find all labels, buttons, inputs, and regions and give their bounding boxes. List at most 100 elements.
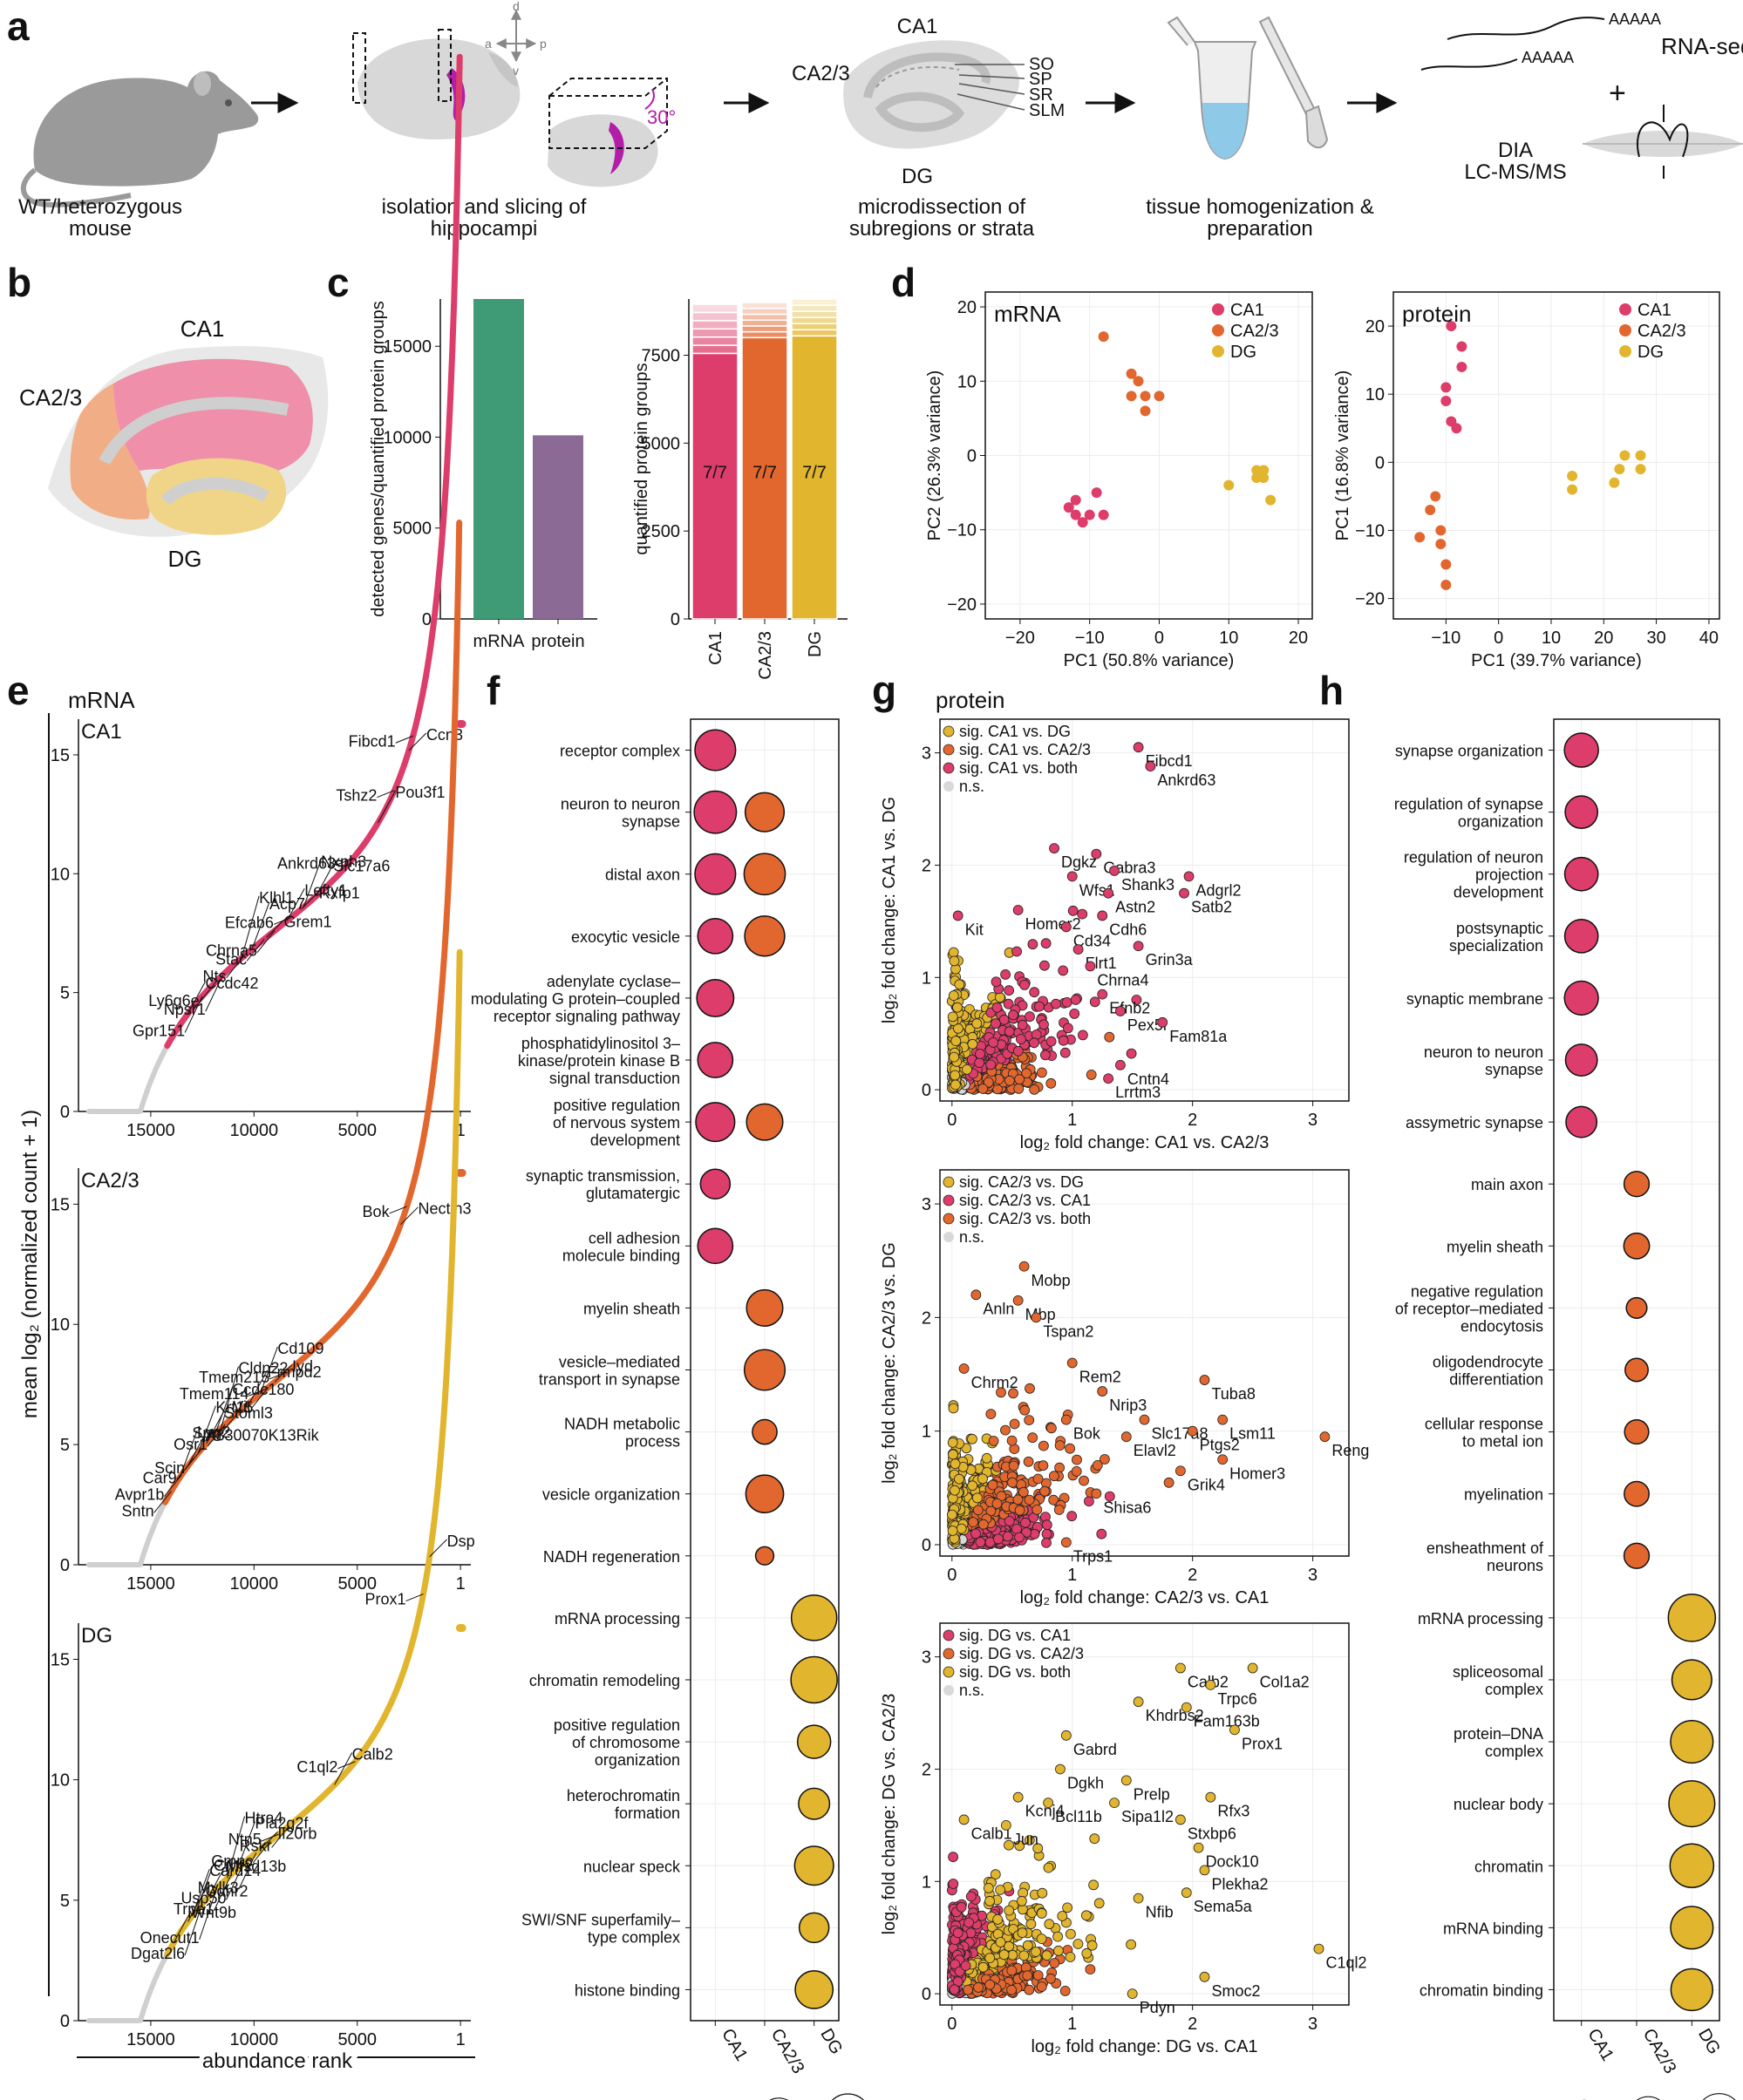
- point: [984, 1953, 996, 1964]
- term-label: receptor signaling pathway: [494, 1008, 680, 1025]
- legend-swatch: [1619, 303, 1631, 316]
- point: [1088, 1879, 1099, 1891]
- point: [1012, 1494, 1024, 1505]
- term-label: regulation of neuron: [1404, 849, 1543, 867]
- point-DG: [1609, 477, 1620, 488]
- point: [965, 1891, 977, 1902]
- size-legend-circle: [831, 2093, 865, 2100]
- labeled-point: [1091, 848, 1102, 860]
- point: [1024, 1494, 1035, 1505]
- label-leader: [206, 1410, 225, 1444]
- protein-label: Gabrd: [1073, 1741, 1117, 1758]
- point: [947, 1011, 958, 1023]
- bubble-CA2/3: [1623, 1232, 1651, 1260]
- point: [1017, 1895, 1027, 1906]
- region-label-ca23: CA2/3: [19, 384, 82, 411]
- labeled-point: [1199, 1375, 1210, 1385]
- labeled-point: [1199, 1865, 1210, 1876]
- bubble-CA2/3: [746, 1288, 784, 1327]
- labeled-point: [1174, 1814, 1186, 1825]
- point: [1016, 1034, 1026, 1044]
- protein-label: Grik4: [1188, 1476, 1225, 1493]
- label-leader: [197, 1405, 216, 1453]
- label-leader: [261, 1833, 279, 1842]
- plot-frame: [1392, 291, 1720, 620]
- y-tick-label: −20: [947, 595, 977, 615]
- term-label: postsynaptic: [1456, 920, 1543, 937]
- point: [991, 1002, 1003, 1013]
- point: [1008, 1460, 1019, 1471]
- polya-1: AAAAA: [1609, 10, 1661, 28]
- labeled-point: [1174, 1465, 1186, 1477]
- point: [1086, 1070, 1097, 1080]
- gene-label: Frmpd2: [268, 1363, 322, 1381]
- term-label: mRNA binding: [1443, 1920, 1543, 1937]
- bar-label: 7/7: [802, 464, 827, 483]
- point: [1004, 1516, 1015, 1526]
- gene-label: Osr1: [174, 1436, 208, 1453]
- x-tick-label: 10000: [230, 1121, 279, 1140]
- point: [970, 1528, 981, 1539]
- labeled-point: [970, 1289, 982, 1301]
- point: [992, 1913, 1004, 1925]
- labeled-point: [1133, 1696, 1144, 1708]
- y-tick-label: 10: [51, 1315, 70, 1335]
- point: [1070, 995, 1081, 1005]
- point: [948, 1879, 959, 1889]
- term-label: main axon: [1471, 1176, 1543, 1193]
- top-point: [458, 1624, 466, 1633]
- bubble-CA1: [1563, 918, 1599, 954]
- bubble-DG: [793, 1845, 834, 1886]
- y-tick-label: 3: [922, 1195, 931, 1214]
- labeled-point: [1127, 1988, 1138, 2000]
- point: [995, 1937, 1006, 1947]
- gene-label: Pou3f1: [395, 784, 445, 801]
- labeled-point: [1133, 941, 1144, 952]
- bubble-CA1: [694, 853, 737, 895]
- x-tick-label: 1: [1067, 2015, 1077, 2034]
- gene-label: Trpa1: [174, 1900, 214, 1918]
- labeled-point: [1066, 1357, 1078, 1369]
- x-axis-label: log₂ fold change: CA2/3 vs. CA1: [1020, 1588, 1270, 1607]
- point: [956, 1901, 967, 1913]
- term-label: nuclear body: [1454, 1796, 1543, 1813]
- rnaseq-label: RNA-seq: [1661, 33, 1743, 59]
- term-label: SWI/SNF superfamily–: [521, 1911, 680, 1928]
- bar-segment-6: [691, 303, 739, 314]
- x-tick-label: −10: [1431, 629, 1460, 648]
- y-tick-label: 0: [922, 1536, 931, 1555]
- bubble-DG: [790, 1655, 838, 1704]
- point: [950, 1036, 962, 1046]
- point: [977, 1519, 989, 1530]
- labeled-point: [1072, 944, 1084, 955]
- protein-label: Mbp: [1025, 1306, 1056, 1323]
- point: [1096, 1528, 1107, 1539]
- point: [1066, 1511, 1078, 1522]
- label-leader: [199, 980, 218, 1003]
- legend-swatch: [943, 744, 955, 756]
- x-tick-label: 5000: [337, 1121, 377, 1140]
- hippo-dg: DG: [902, 165, 933, 188]
- protein-label: Smoc2: [1211, 1982, 1260, 2000]
- point: [1024, 1984, 1035, 1995]
- panel-label: g: [872, 668, 896, 713]
- protein-label: Grin3a: [1146, 951, 1194, 968]
- protein-label: Satb2: [1191, 899, 1232, 916]
- term-label: specialization: [1449, 937, 1543, 955]
- point: [1052, 1931, 1063, 1942]
- bar-segment-3: [691, 328, 739, 338]
- point: [1018, 1950, 1030, 1961]
- chart-d-protein: −10 0 10 20 30 40 −20 −10 0 10 20 protein CA1 CA2/3 DG…: [1333, 291, 1720, 670]
- point: [1084, 1496, 1094, 1507]
- point: [988, 1436, 999, 1446]
- panel-e-xlabel: abundance rank: [202, 2049, 353, 2073]
- protein-label: Prelp: [1134, 1785, 1170, 1803]
- term-label: NADH regeneration: [543, 1548, 680, 1566]
- axis-p: p: [540, 37, 547, 51]
- bubble-CA1: [694, 729, 737, 771]
- x-tick-label: 0: [1494, 629, 1503, 648]
- point: [1078, 1030, 1088, 1041]
- term-label: synaptic transmission,: [526, 1167, 680, 1185]
- term-label: of nervous system: [553, 1114, 680, 1132]
